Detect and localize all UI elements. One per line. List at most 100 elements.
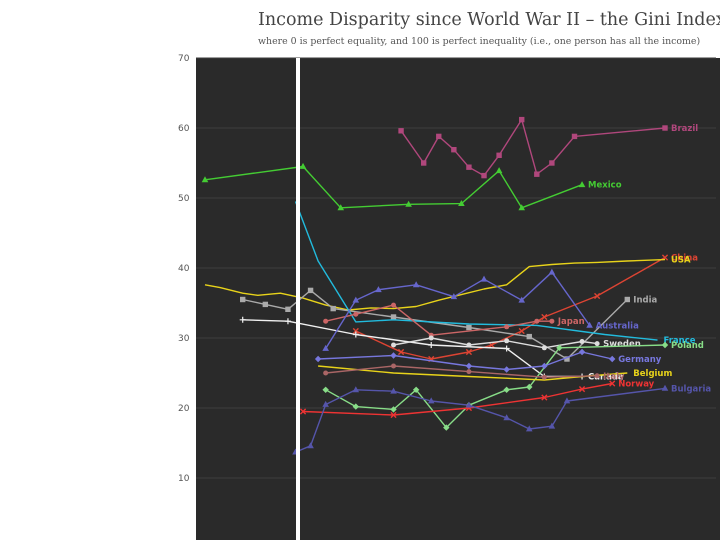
y-tick-label-60: 60 — [178, 124, 190, 134]
series-label-germany: Germany — [618, 355, 662, 365]
point-bulgaria-5 — [427, 397, 435, 404]
point-japan-6 — [549, 318, 555, 324]
point-australia-4 — [450, 293, 458, 300]
point-italy-0 — [323, 370, 329, 376]
point-germany-4 — [541, 362, 548, 370]
point-australia-6 — [518, 296, 526, 303]
point-germany-6 — [609, 355, 616, 363]
series-mexico: Mexico — [201, 162, 622, 211]
series-line-usa — [204, 258, 666, 311]
point-australia-3 — [412, 281, 420, 288]
point-brazil-2 — [436, 133, 442, 140]
series-germany: Germany — [314, 348, 662, 373]
point-mexico-6 — [518, 204, 526, 211]
point-brazil-7 — [519, 116, 525, 123]
point-italy-4 — [594, 373, 600, 379]
point-india-2 — [285, 306, 291, 312]
point-sweden-0 — [391, 342, 397, 348]
series-brazil: Brazil — [398, 116, 698, 179]
point-brazil-6 — [496, 152, 502, 158]
point-poland-3 — [412, 386, 420, 393]
point-bulgaria-3 — [352, 386, 360, 393]
point-brazil-8 — [534, 171, 540, 177]
point-brazil-11 — [662, 125, 668, 131]
point-japan-0 — [323, 318, 329, 324]
chart-subtitle: where 0 is perfect equality, and 100 is … — [258, 36, 701, 47]
series-label-italy: Italy — [603, 372, 625, 382]
point-canada-3 — [428, 342, 435, 348]
point-bulgaria-1 — [307, 442, 314, 449]
series-label-sweden: Sweden — [603, 340, 641, 350]
point-japan-4 — [504, 324, 510, 330]
point-bulgaria-2 — [322, 400, 329, 407]
point-canada-2 — [352, 331, 359, 338]
point-norway-0 — [299, 408, 307, 415]
series-label-india: India — [633, 296, 657, 306]
chart-title: Income Disparity since World War II – th… — [258, 10, 720, 30]
point-germany-0 — [314, 355, 322, 363]
point-japan-5 — [534, 318, 540, 324]
point-poland-6 — [503, 386, 510, 393]
point-bulgaria-4 — [390, 387, 397, 394]
series-label-china: China — [671, 254, 698, 264]
point-mexico-1 — [299, 162, 307, 169]
y-axis: 10 20 30 40 50 60 70 — [178, 54, 190, 484]
point-mexico-4 — [458, 200, 465, 206]
point-brazil-3 — [451, 147, 457, 153]
point-china-5 — [518, 327, 525, 335]
point-poland-4 — [443, 424, 450, 431]
point-canada-0 — [239, 316, 246, 323]
series-label-belgium: Belgium — [633, 369, 672, 379]
point-norway-5 — [609, 380, 616, 387]
point-mexico-0 — [201, 176, 209, 183]
point-mexico-3 — [405, 200, 412, 207]
series-sweden: Sweden — [391, 335, 641, 351]
point-norway-1 — [390, 411, 397, 419]
point-sweden-6 — [594, 341, 600, 347]
point-italy-1 — [391, 363, 397, 369]
series-line-france — [294, 201, 658, 341]
series-label-bulgaria: Bulgaria — [671, 384, 711, 394]
series-line-mexico — [204, 165, 583, 209]
series-label-brazil: Brazil — [671, 124, 698, 134]
point-norway-3 — [541, 394, 548, 401]
point-india-9 — [624, 296, 630, 303]
y-tick-label-40: 40 — [178, 264, 190, 274]
series-italy: Italy — [323, 363, 625, 382]
point-australia-7 — [548, 268, 556, 275]
grid-lines — [196, 57, 716, 479]
series-france: France — [294, 201, 696, 346]
point-china-0 — [352, 327, 359, 335]
point-brazil-5 — [481, 172, 487, 179]
point-india-7 — [526, 333, 532, 340]
point-china-1 — [397, 348, 405, 356]
series-china: China — [352, 254, 698, 363]
point-japan-1 — [353, 311, 359, 317]
series-line-bulgaria — [295, 387, 666, 453]
point-brazil-0 — [398, 128, 404, 134]
point-poland-1 — [352, 403, 360, 410]
point-china-6 — [541, 313, 548, 321]
series-label-france: France — [663, 336, 695, 346]
point-china-7 — [594, 292, 601, 300]
series-bulgaria: Bulgaria — [292, 384, 711, 455]
point-japan-2 — [391, 302, 397, 308]
point-sweden-5 — [579, 339, 585, 344]
point-poland-0 — [322, 386, 329, 393]
point-sweden-1 — [428, 335, 434, 341]
point-poland-8 — [556, 344, 563, 351]
point-india-6 — [466, 324, 472, 331]
y-tick-label-20: 20 — [178, 404, 190, 414]
point-china-3 — [465, 348, 473, 356]
point-australia-0 — [322, 344, 329, 351]
series-australia: Australia — [322, 268, 639, 351]
series-label-poland: Poland — [671, 341, 704, 351]
point-italy-3 — [541, 374, 547, 380]
point-poland-2 — [390, 406, 397, 413]
plot-background — [196, 58, 720, 540]
point-germany-3 — [503, 366, 510, 373]
series-label-norway: Norway — [618, 380, 654, 390]
point-germany-5 — [578, 348, 586, 356]
point-bulgaria-6 — [465, 401, 473, 408]
